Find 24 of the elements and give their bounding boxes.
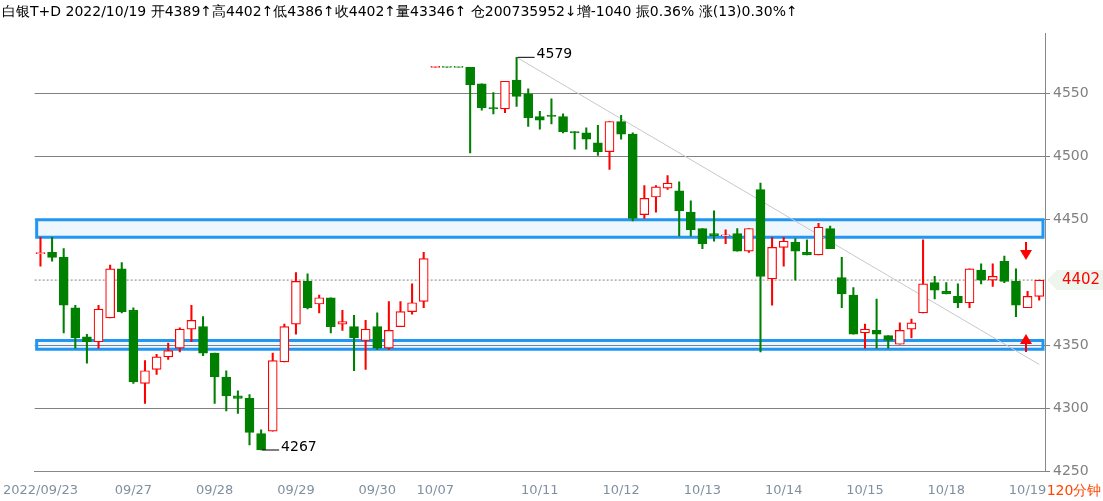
- x-tick-label: 09/29: [277, 481, 315, 497]
- x-tick-label: 10/18: [927, 481, 966, 497]
- y-tick-label: 4250: [1053, 462, 1089, 479]
- x-tick-label: 10/15: [846, 481, 884, 497]
- y-tick-label: 4550: [1053, 84, 1089, 101]
- x-tick-label: 2022/09/23: [3, 481, 78, 497]
- x-tick-label: 10/12: [602, 481, 640, 497]
- x-tick-label: 09/28: [195, 481, 234, 497]
- annotation: 4267: [281, 437, 317, 454]
- text: 120分钟: [1046, 481, 1102, 498]
- x-tick-label: 09/30: [358, 481, 396, 497]
- x-tick-label: 10/07: [416, 481, 455, 497]
- x-tick-label: 10/11: [521, 481, 559, 497]
- y-tick-label: 4350: [1053, 336, 1089, 353]
- x-tick-label: 10/19: [1008, 481, 1047, 497]
- y-tick-label: 4500: [1053, 147, 1089, 164]
- x-tick-label: 10/13: [683, 481, 722, 497]
- x-tick-label: 10/14: [764, 481, 803, 497]
- y-tick-label: 4300: [1053, 399, 1089, 416]
- chart-title: 白银T+D 2022/10/19 开4389↑高4402↑低4386↑收4402↑量43346↑ 仓200735952↓增-1040 振0.36% 涨(13)0.30%↑: [2, 2, 798, 21]
- y-tick-label: 4450: [1053, 210, 1089, 227]
- annotation: 4579: [536, 44, 573, 61]
- ref-line-label: 4402: [1061, 269, 1101, 288]
- x-tick-label: 09/27: [114, 481, 153, 497]
